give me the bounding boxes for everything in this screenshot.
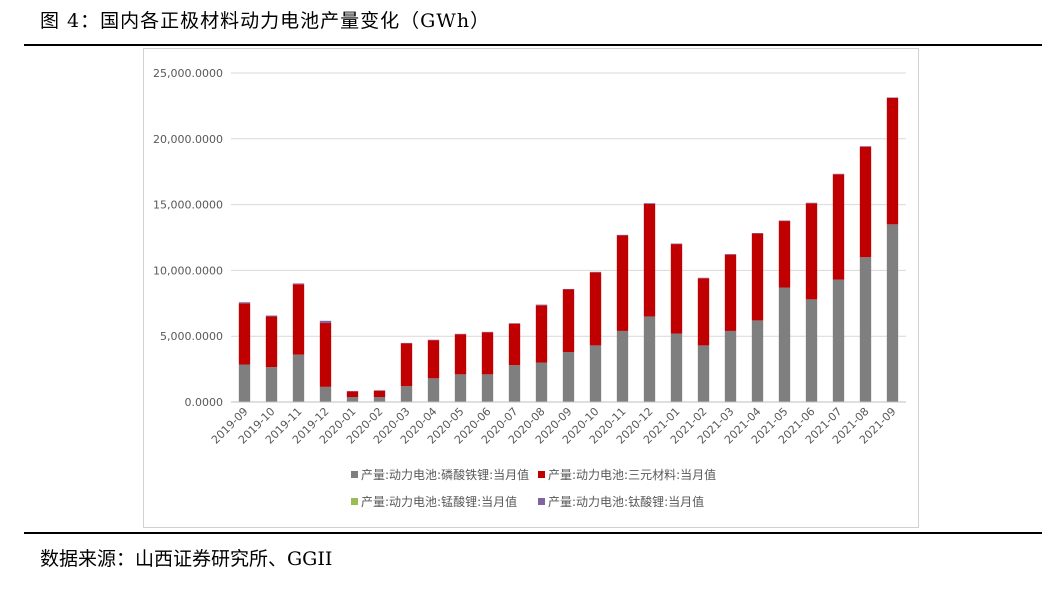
y-tick-label: 20,000.0000 bbox=[153, 133, 223, 146]
bar-segment bbox=[265, 367, 278, 402]
bar-segment bbox=[238, 302, 251, 304]
bar-segment bbox=[886, 224, 899, 402]
bar-segment bbox=[670, 244, 683, 334]
bar-segment bbox=[292, 283, 305, 285]
bar-segment bbox=[346, 396, 359, 402]
bar-segment bbox=[724, 254, 737, 255]
bar-segment bbox=[427, 340, 440, 379]
bar-segment bbox=[859, 146, 872, 147]
bar-segment bbox=[562, 288, 575, 290]
bar-segment bbox=[778, 221, 791, 288]
bar-segment bbox=[508, 365, 521, 402]
legend-label: 产量:动力电池:钛酸锂:当月值 bbox=[548, 494, 704, 509]
bar-segment bbox=[751, 233, 764, 321]
bar-segment bbox=[508, 323, 521, 324]
bar-segment bbox=[886, 97, 899, 99]
bar-segment bbox=[535, 304, 548, 306]
bar-segment bbox=[400, 343, 413, 387]
y-tick-label: 25,000.0000 bbox=[153, 67, 223, 80]
legend-swatch bbox=[538, 471, 545, 478]
y-tick-label: 10,000.0000 bbox=[153, 264, 223, 277]
bar-segment bbox=[589, 272, 602, 346]
figure-source: 数据来源：山西证券研究所、GGII bbox=[40, 548, 333, 570]
bar-segment bbox=[832, 279, 845, 402]
bar-segment bbox=[562, 289, 575, 352]
bar-segment bbox=[400, 342, 413, 344]
legend-label: 产量:动力电池:三元材料:当月值 bbox=[548, 467, 716, 482]
bar-segment bbox=[643, 203, 656, 317]
bar-segment bbox=[562, 351, 575, 402]
legend-label: 产量:动力电池:锰酸锂:当月值 bbox=[361, 494, 517, 509]
bar-segment bbox=[859, 257, 872, 402]
bar-segment bbox=[778, 220, 791, 222]
bar-segment bbox=[724, 330, 737, 402]
chart-svg: 0.0000 5,000.0000 10,000.0000 15,000.0000 20… bbox=[153, 67, 906, 509]
bar-segment bbox=[697, 278, 710, 346]
bar-segment bbox=[589, 271, 602, 273]
bar-segment bbox=[697, 345, 710, 402]
bar-segment bbox=[265, 315, 278, 317]
bar-segment bbox=[319, 320, 332, 324]
bar-segment bbox=[670, 333, 683, 402]
bar-segment bbox=[751, 233, 764, 234]
bar-segment bbox=[508, 323, 521, 366]
legend-label: 产量:动力电池:磷酸铁锂:当月值 bbox=[361, 467, 529, 482]
figure-title: 图 4：国内各正极材料动力电池产量变化（GWh） bbox=[40, 10, 491, 32]
bar-segment bbox=[481, 374, 494, 402]
bar-segment bbox=[238, 303, 251, 365]
bar-segment bbox=[454, 334, 467, 375]
y-tick-label: 15,000.0000 bbox=[153, 199, 223, 212]
bar-segment bbox=[724, 254, 737, 331]
bar-segment bbox=[805, 203, 818, 300]
bar-segment bbox=[832, 173, 845, 175]
bar-segment bbox=[427, 378, 440, 402]
bar-segment bbox=[697, 277, 710, 279]
y-tick-label: 0.0000 bbox=[185, 396, 224, 409]
bar-segment bbox=[616, 234, 629, 236]
legend-swatch bbox=[538, 498, 545, 505]
bar-segment bbox=[886, 98, 899, 225]
bar-segment bbox=[292, 354, 305, 402]
bar-segment bbox=[778, 287, 791, 402]
bar-segment bbox=[616, 235, 629, 331]
bar-segment bbox=[346, 391, 359, 397]
bar-segment bbox=[238, 364, 251, 402]
bar-segment bbox=[535, 362, 548, 402]
bar-segment bbox=[751, 320, 764, 402]
bar-segment bbox=[805, 202, 818, 204]
bar-segment bbox=[616, 330, 629, 402]
bar-segment bbox=[535, 305, 548, 363]
legend-swatch bbox=[351, 471, 358, 478]
bar-segment bbox=[643, 203, 656, 204]
bar-segment bbox=[319, 323, 332, 387]
top-rule bbox=[24, 44, 1042, 46]
bar-segment bbox=[670, 243, 683, 245]
bar-segment bbox=[400, 386, 413, 402]
bar-segment bbox=[292, 284, 305, 355]
bar-segment bbox=[481, 332, 494, 375]
bar-segment bbox=[373, 396, 386, 402]
bar-segment bbox=[454, 374, 467, 402]
bar-segment bbox=[643, 316, 656, 402]
bar-segment bbox=[589, 345, 602, 402]
bar-segment bbox=[265, 316, 278, 368]
bar-segment bbox=[319, 386, 332, 402]
bar-segment bbox=[832, 174, 845, 280]
y-tick-label: 5,000.0000 bbox=[160, 330, 223, 343]
bar-segment bbox=[805, 299, 818, 402]
chart-container: 0.0000 5,000.0000 10,000.0000 15,000.0000 20… bbox=[143, 48, 919, 528]
legend-swatch bbox=[351, 498, 358, 505]
bar-segment bbox=[373, 390, 386, 397]
bar-segment bbox=[859, 146, 872, 258]
bottom-rule bbox=[24, 532, 1042, 534]
